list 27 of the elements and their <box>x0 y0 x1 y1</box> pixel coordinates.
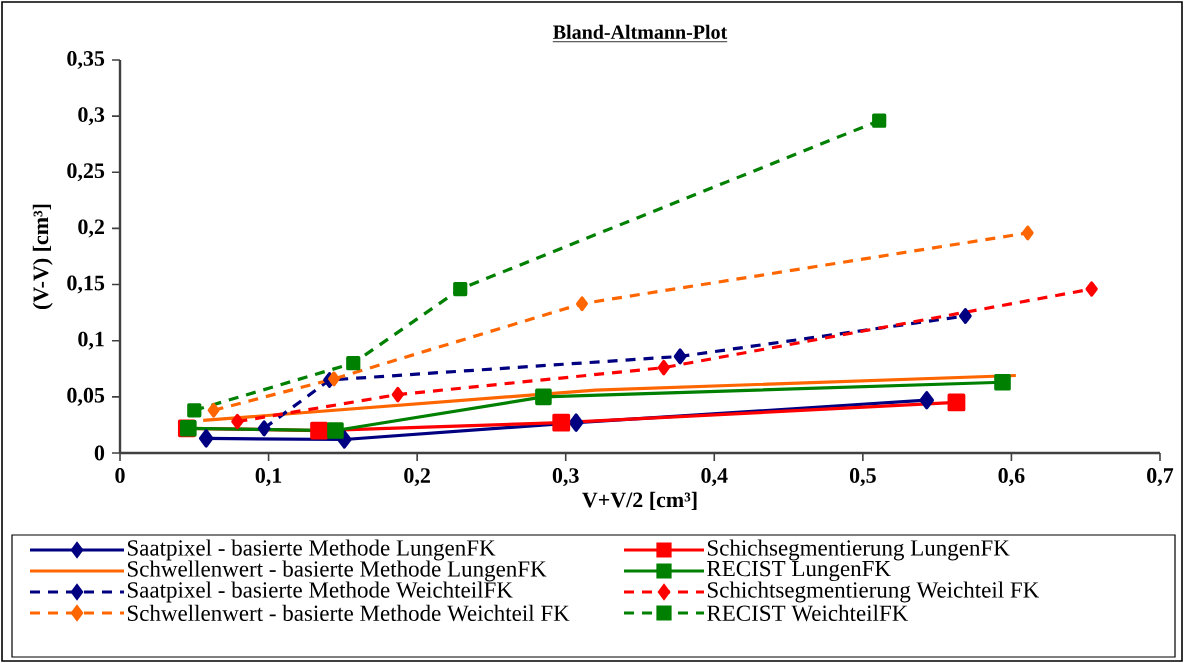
x-tick-label: 0 <box>115 468 125 483</box>
y-axis-title: (V-V) [cm³] <box>32 204 53 309</box>
x-tick-label: 0,4 <box>701 468 728 487</box>
y-tick-label: 0,1 <box>78 331 104 350</box>
y-tick-label: 0,35 <box>67 50 105 70</box>
legend-label: RECIST WeichteilFK <box>707 604 909 622</box>
x-axis-title: V+V/2 [cm³] <box>582 491 697 511</box>
legend-label: Schichsegmentierung LungenFK <box>707 539 1010 561</box>
x-tick-label: 0,5 <box>849 468 876 487</box>
chart-title: Bland-Altmann-Plot <box>553 24 728 39</box>
x-tick-label: 0,2 <box>404 468 430 487</box>
x-tick-label: 0,7 <box>1147 468 1174 487</box>
legend-label: Saatpixel - basierte Methode WeichteilFK <box>127 581 513 603</box>
legend-label: Schwellenwert - basierte Methode Weichteil FK <box>127 604 570 622</box>
x-tick-label: 0,3 <box>552 468 579 487</box>
y-tick-label: 0,3 <box>78 107 105 126</box>
x-tick-label: 0,1 <box>255 468 282 487</box>
y-tick-label: 0,15 <box>67 275 105 294</box>
legend-label: Saatpixel - basierte Methode LungenFK <box>127 539 496 561</box>
y-tick-label: 0 <box>94 445 105 461</box>
legend-label: Schwellenwert - basierte Methode LungenFK <box>127 560 547 582</box>
x-tick-label: 0,6 <box>998 468 1025 487</box>
legend-label: RECIST LungenFK <box>707 560 891 582</box>
y-tick-label: 0,2 <box>78 219 104 238</box>
y-tick-label: 0,05 <box>67 387 105 406</box>
legend-label: Schichtsegmentierung Weichteil FK <box>707 581 1040 603</box>
y-tick-label: 0,25 <box>67 163 105 182</box>
